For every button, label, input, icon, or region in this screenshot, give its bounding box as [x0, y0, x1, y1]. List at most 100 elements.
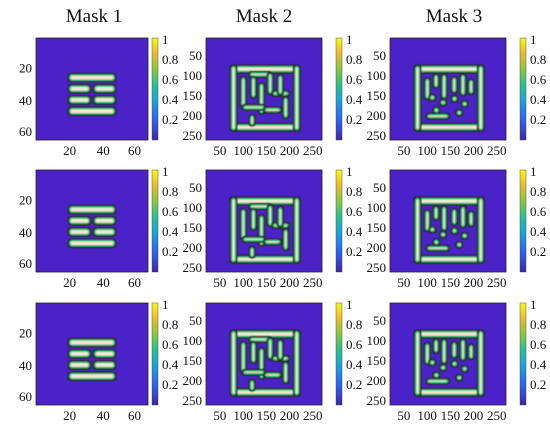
colorbar-tick-label: 0.6 [530, 204, 547, 219]
x-tick-label: 60 [128, 275, 141, 290]
maze-segment [467, 210, 475, 228]
y-tick-label: 60 [19, 256, 32, 271]
maze-right-post [476, 196, 485, 264]
colorbar-tick-label: 0.2 [162, 112, 178, 127]
maze-segment [450, 75, 458, 94]
colorbar-tick-label: 0.8 [530, 184, 546, 199]
maze-segment [439, 363, 448, 372]
x-tick-label: 250 [487, 275, 507, 290]
maze-bottom-bar [229, 387, 301, 397]
maze-segment [281, 96, 290, 120]
y-tick-label: 250 [367, 260, 387, 275]
mask1-bar [92, 95, 117, 105]
mask1-bar [67, 238, 117, 248]
maze-segment [276, 206, 284, 228]
colorbar-tick-label: 0.2 [346, 112, 362, 127]
colorbar-tick-label: 0.4 [162, 92, 179, 107]
maze-segment [276, 74, 284, 96]
x-tick-label: 50 [213, 275, 226, 290]
x-tick-label: 250 [303, 143, 323, 158]
maze-segment [455, 240, 464, 249]
maze-segment [467, 343, 475, 361]
y-tick-label: 50 [373, 48, 386, 63]
maze-segment [440, 338, 448, 365]
maze-right-post [292, 64, 301, 132]
y-tick-label: 200 [183, 373, 203, 388]
maze-segment [428, 358, 437, 367]
mask1-bar [67, 215, 92, 226]
x-tick-label: 40 [97, 408, 110, 423]
colorbar-tick-label: 1 [162, 32, 169, 47]
x-tick-label: 150 [441, 275, 461, 290]
y-tick-label: 100 [367, 68, 387, 83]
maze-top-bar [413, 196, 485, 206]
maze-segment [248, 113, 256, 127]
colorbar-tick-label: 1 [346, 164, 353, 179]
maze-segment [450, 226, 459, 235]
maze-segment [432, 238, 441, 247]
maze-segment [276, 339, 284, 361]
y-tick-label: 200 [183, 240, 203, 255]
colorbar [151, 302, 159, 406]
y-tick-label: 100 [183, 333, 203, 348]
mask1-bar [67, 106, 117, 116]
y-tick-label: 60 [19, 389, 32, 404]
maze-segment [425, 377, 450, 385]
colorbar [151, 37, 159, 141]
x-tick-label: 100 [233, 143, 253, 158]
maze-bottom-bar [229, 254, 301, 264]
maze-segment [432, 338, 440, 354]
y-tick-label: 40 [19, 93, 32, 108]
maze-top-bar [229, 64, 301, 74]
colorbar-tick-label: 1 [530, 32, 537, 47]
mask1-bar [92, 227, 117, 237]
maze-segment [266, 204, 274, 228]
maze-segment [450, 340, 458, 359]
maze-segment [455, 373, 464, 382]
maze-segment [249, 207, 258, 231]
x-tick-label: 40 [97, 143, 110, 158]
colorbar [151, 169, 159, 273]
y-tick-label: 250 [183, 393, 203, 408]
y-tick-label: 150 [183, 220, 203, 235]
maze-segment [241, 235, 266, 243]
maze-segment [459, 73, 467, 97]
maze-segment [440, 73, 448, 100]
y-tick-label: 250 [183, 260, 203, 275]
maze-segment [248, 245, 256, 259]
y-tick-label: 100 [183, 68, 203, 83]
panel-mask-1-row-1: 20 40 60 20 40 60 1 0.8 0.6 0.4 0.2 [19, 32, 179, 158]
y-tick-label: 50 [189, 313, 202, 328]
y-tick-label: 200 [183, 108, 203, 123]
y-tick-label: 50 [189, 48, 202, 63]
maze-segment [440, 205, 448, 232]
colorbar-tick-label: 1 [530, 297, 537, 312]
column-title-mask-3: Mask 3 [425, 6, 483, 27]
x-tick-label: 50 [213, 408, 226, 423]
colorbar-tick-label: 0.2 [162, 377, 178, 392]
mask1-bar [67, 371, 117, 381]
maze-left-post [413, 196, 422, 264]
colorbar-tick-label: 0.6 [530, 337, 547, 352]
y-tick-label: 40 [19, 225, 32, 240]
y-tick-label: 250 [367, 393, 387, 408]
maze-segment [239, 207, 247, 241]
x-tick-label: 200 [280, 408, 300, 423]
column-title-mask-1: Mask 1 [65, 6, 123, 27]
mask1-bar [67, 348, 92, 359]
y-tick-label: 200 [367, 373, 387, 388]
maze-segment [425, 112, 450, 120]
colorbar-tick-label: 0.4 [162, 224, 179, 239]
maze-segment [241, 103, 266, 111]
y-tick-label: 60 [19, 124, 32, 139]
colorbar-tick-label: 0.8 [346, 317, 362, 332]
x-tick-label: 20 [63, 143, 76, 158]
colorbar-tick-label: 0.4 [162, 357, 179, 372]
colorbar-tick-label: 0.8 [346, 184, 362, 199]
mask1-bar [67, 72, 117, 83]
maze-segment [248, 378, 256, 392]
